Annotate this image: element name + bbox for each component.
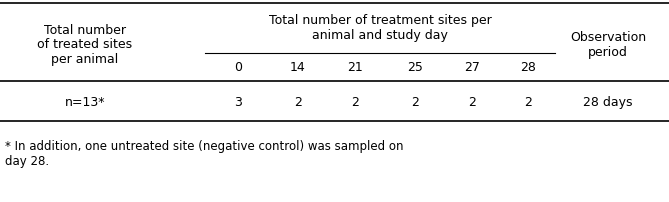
Text: 2: 2 [351,96,359,109]
Text: 2: 2 [294,96,302,109]
Text: 3: 3 [234,96,242,109]
Text: 21: 21 [347,61,363,74]
Text: Observation
period: Observation period [570,31,646,59]
Text: 28: 28 [520,61,536,74]
Text: 2: 2 [524,96,532,109]
Text: 28 days: 28 days [583,96,633,109]
Text: 27: 27 [464,61,480,74]
Text: 2: 2 [468,96,476,109]
Text: 25: 25 [407,61,423,74]
Text: * In addition, one untreated site (negative control) was sampled on
day 28.: * In addition, one untreated site (negat… [5,139,403,167]
Text: Total number
of treated sites
per animal: Total number of treated sites per animal [37,23,132,66]
Text: 2: 2 [411,96,419,109]
Text: n=13*: n=13* [65,96,105,109]
Text: Total number of treatment sites per
animal and study day: Total number of treatment sites per anim… [269,14,491,42]
Text: 14: 14 [290,61,306,74]
Text: 0: 0 [234,61,242,74]
